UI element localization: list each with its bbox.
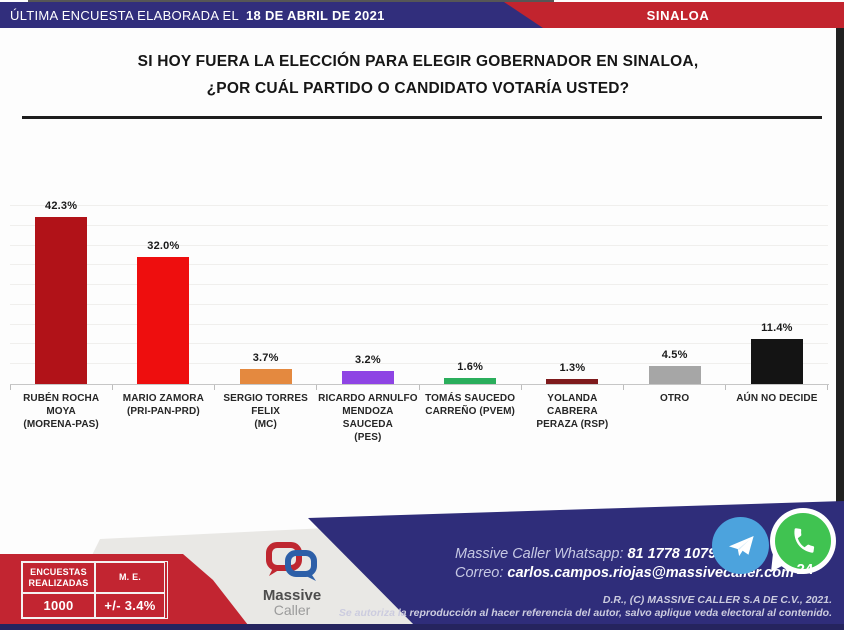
whatsapp-green-circle bbox=[775, 513, 831, 569]
header-bar: ÚLTIMA ENCUESTA ELABORADA EL 18 DE ABRIL… bbox=[0, 2, 844, 28]
telegram-icon[interactable] bbox=[712, 517, 769, 574]
bar-column: 3.7% bbox=[215, 196, 317, 384]
bar-value-label: 11.4% bbox=[761, 321, 793, 334]
gridline bbox=[10, 303, 828, 305]
gridline bbox=[10, 224, 828, 226]
gridline bbox=[10, 264, 828, 266]
bar-column: 4.5% bbox=[624, 196, 726, 384]
bar-category-label: OTRO bbox=[659, 393, 690, 404]
header-region-label: SINALOA bbox=[646, 7, 710, 23]
bar-column: 32.0% bbox=[112, 196, 214, 384]
axis-tick bbox=[827, 385, 828, 390]
logo-name: Massive bbox=[262, 587, 322, 604]
axis-tick bbox=[9, 385, 11, 390]
gridline bbox=[10, 343, 828, 345]
right-edge-strip bbox=[836, 28, 844, 630]
page-title-line1: SI HOY FUERA LA ELECCIÓN PARA ELEGIR GOB… bbox=[137, 53, 699, 70]
contact-whatsapp-line: Massive Caller Whatsapp: 81 1778 1079 bbox=[455, 545, 794, 564]
axis-tick bbox=[111, 385, 113, 390]
whatsapp-icon[interactable] bbox=[770, 508, 836, 574]
bar bbox=[546, 378, 599, 384]
gridline bbox=[10, 244, 828, 246]
bar-value-label: 42.3% bbox=[45, 199, 78, 212]
axis-tick bbox=[725, 385, 727, 390]
header-survey-date-label: ÚLTIMA ENCUESTA ELABORADA EL bbox=[10, 7, 239, 23]
phone-glyph bbox=[794, 528, 815, 553]
bar-category-label: RUBÉN ROCHA MOYA (MORENA-PAS) bbox=[23, 393, 100, 430]
bar-category-label: TOMÁS SAUCEDO CARREÑO (PVEM) bbox=[425, 393, 516, 417]
axis-tick bbox=[520, 385, 522, 390]
stats-header-margin: M. E. bbox=[95, 562, 165, 593]
header-survey-date-value: 18 DE ABRIL DE 2021 bbox=[246, 7, 385, 23]
x-axis-ticks bbox=[9, 385, 828, 391]
copyright-line2: Se autoriza la reproducción al hacer ref… bbox=[338, 607, 832, 619]
contact-whatsapp-label: Massive Caller Whatsapp: bbox=[455, 546, 628, 562]
bar bbox=[341, 371, 394, 384]
bar bbox=[137, 257, 190, 384]
bar-column: 3.2% bbox=[317, 196, 419, 384]
contact-block: Massive Caller Whatsapp: 81 1778 1079 Co… bbox=[455, 545, 794, 582]
stats-value-surveys: 1000 bbox=[22, 593, 95, 618]
paper-plane-glyph bbox=[728, 535, 754, 556]
header-survey-date: ÚLTIMA ENCUESTA ELABORADA EL 18 DE ABRIL… bbox=[10, 2, 385, 28]
stats-value-margin: +/- 3.4% bbox=[95, 593, 165, 618]
bar-category-label: SERGIO TORRES FELIX (MC) bbox=[223, 393, 308, 430]
footer-banner: ENCUESTAS REALIZADAS M. E. 1000 +/- 3.4%… bbox=[0, 495, 844, 630]
massive-caller-logo: Massive Caller bbox=[242, 540, 342, 617]
contact-email-line: Correo: carlos.campos.riojas@massivecall… bbox=[455, 564, 794, 583]
category-labels-row: RUBÉN ROCHA MOYA (MORENA-PAS) MARIO ZAMOR… bbox=[10, 392, 828, 444]
axis-tick bbox=[316, 385, 318, 390]
bar-category-label: AÚN NO DECIDE bbox=[736, 393, 818, 404]
bar bbox=[35, 216, 88, 384]
gridline bbox=[10, 323, 828, 325]
page-title: SI HOY FUERA LA ELECCIÓN PARA ELEGIR GOB… bbox=[0, 48, 836, 102]
bar-category-label: RICARDO ARNULFO MENDOZA SAUCEDA (PES) bbox=[318, 393, 418, 443]
bar-value-label: 4.5% bbox=[661, 349, 688, 362]
bar-value-label: 1.3% bbox=[559, 361, 586, 374]
copyright-line1: D.R., (C) MASSIVE CALLER S.A DE C.V., 20… bbox=[602, 594, 832, 606]
slide-page-number: 24 bbox=[796, 561, 814, 578]
bar-chart: 42.3% 32.0% 3.7% 3.2% 1.6% 1.3% 4.5% 11.4% bbox=[10, 196, 828, 384]
axis-tick bbox=[214, 385, 215, 390]
bar-column: 1.3% bbox=[521, 196, 623, 384]
sample-stats-table: ENCUESTAS REALIZADAS M. E. 1000 +/- 3.4% bbox=[21, 561, 168, 619]
bar-value-label: 3.2% bbox=[354, 354, 381, 367]
bar bbox=[648, 366, 701, 384]
bar-value-label: 3.7% bbox=[252, 352, 279, 365]
gridline bbox=[10, 363, 828, 365]
bar-category-label: YOLANDA CABRERA PERAZA (RSP) bbox=[536, 393, 609, 430]
header-bar-left bbox=[0, 2, 543, 28]
bar bbox=[239, 369, 292, 384]
x-axis-line bbox=[10, 384, 829, 385]
page-title-line2: ¿POR CUÁL PARTIDO O CANDIDATO VOTARÍA US… bbox=[206, 80, 630, 97]
contact-whatsapp-number: 81 1778 1079 bbox=[627, 546, 717, 562]
bar-column: 1.6% bbox=[419, 196, 521, 384]
stats-header-surveys: ENCUESTAS REALIZADAS bbox=[22, 562, 95, 593]
bottom-navy-strip bbox=[0, 624, 844, 630]
contact-email-value: carlos.campos.riojas@massivecaller.com bbox=[507, 564, 794, 581]
chat-bubbles-icon bbox=[266, 542, 317, 581]
bar-column: 11.4% bbox=[726, 196, 828, 384]
contact-email-label: Correo: bbox=[455, 564, 508, 581]
axis-tick bbox=[623, 385, 624, 390]
gridline bbox=[10, 205, 828, 206]
chart-gridlines bbox=[10, 205, 828, 384]
bar bbox=[750, 338, 803, 384]
bar-value-label: 1.6% bbox=[457, 360, 484, 373]
gridline bbox=[10, 284, 828, 286]
bar bbox=[444, 377, 497, 384]
top-edge-artifact bbox=[28, 0, 554, 2]
title-divider bbox=[22, 116, 822, 119]
logo-subname: Caller bbox=[273, 602, 311, 618]
bar-value-label: 32.0% bbox=[147, 240, 180, 253]
bar-category-label: MARIO ZAMORA (PRI-PAN-PRD) bbox=[122, 393, 204, 417]
axis-tick bbox=[418, 385, 420, 390]
bar-column: 42.3% bbox=[10, 196, 112, 384]
